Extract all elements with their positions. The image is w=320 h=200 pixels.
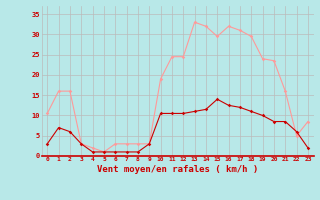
X-axis label: Vent moyen/en rafales ( km/h ): Vent moyen/en rafales ( km/h ) bbox=[97, 165, 258, 174]
